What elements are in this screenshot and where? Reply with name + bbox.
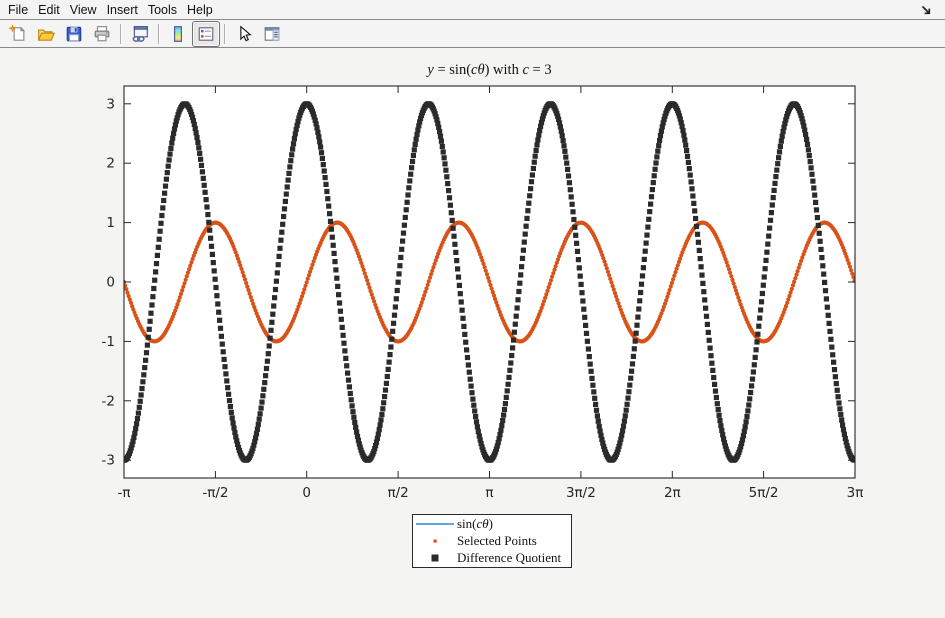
legend-label: Difference Quotient <box>457 550 562 566</box>
legend-line-marker <box>413 519 457 529</box>
svg-text:π: π <box>485 485 493 501</box>
svg-text:5π/2: 5π/2 <box>749 485 779 501</box>
legend-label: Selected Points <box>457 532 537 548</box>
menu-item-file[interactable]: File <box>8 2 29 17</box>
show-plot-tools-button[interactable] <box>258 21 286 47</box>
legend-label: sin(cθ) <box>457 515 493 531</box>
svg-text:-π/2: -π/2 <box>202 485 228 501</box>
menu-bar: File Edit View Insert Tools Help <box>0 0 945 20</box>
insert-legend-button[interactable] <box>192 20 220 47</box>
svg-text:-3: -3 <box>102 453 115 469</box>
menu-items: File Edit View Insert Tools Help <box>3 1 218 19</box>
dock-figure-arrow-icon <box>921 5 931 15</box>
svg-text:2π: 2π <box>664 485 681 501</box>
save-figure-icon <box>66 26 82 41</box>
legend-entry: sin(cθ) <box>413 515 571 532</box>
menu-item-edit[interactable]: Edit <box>38 2 60 17</box>
edit-plot-icon <box>240 24 252 41</box>
link-plot-button[interactable] <box>126 21 154 47</box>
svg-text:3π: 3π <box>847 485 864 501</box>
legend[interactable]: sin(cθ) Selected Points Difference Quotien… <box>412 514 572 568</box>
plot-axes: -π -π/2 0 π/2 π 3π/2 2π 5π/2 3π -3 -2 -1 0 1 2 3 <box>102 85 864 501</box>
insert-legend-icon <box>198 26 214 41</box>
legend-entry: Difference Quotient <box>413 550 571 567</box>
svg-text:-π: -π <box>118 485 131 501</box>
new-figure-icon <box>9 24 26 41</box>
svg-text:2: 2 <box>106 156 115 172</box>
menu-item-insert[interactable]: Insert <box>106 2 138 17</box>
menu-item-help[interactable]: Help <box>187 2 213 17</box>
svg-text:-2: -2 <box>102 393 115 409</box>
print-figure-button[interactable] <box>88 21 116 47</box>
toolbar <box>0 20 945 48</box>
svg-text:0: 0 <box>106 275 115 291</box>
edit-plot-button[interactable] <box>230 21 258 47</box>
svg-text:π/2: π/2 <box>387 485 408 501</box>
svg-text:1: 1 <box>106 215 115 231</box>
menu-item-tools[interactable]: Tools <box>147 2 178 17</box>
figure-canvas: -π -π/2 0 π/2 π 3π/2 2π 5π/2 3π -3 -2 -1 0 1 2 3 y = si… <box>0 48 945 618</box>
plot-title: y = sin(cθ) with c = 3 <box>427 62 552 78</box>
insert-colorbar-icon <box>174 25 182 42</box>
new-figure-button[interactable] <box>4 21 32 47</box>
show-plot-tools-icon <box>264 26 280 41</box>
link-plot-icon <box>132 25 148 42</box>
svg-text:-1: -1 <box>102 334 115 350</box>
svg-text:3π/2: 3π/2 <box>566 485 596 501</box>
legend-dot-marker <box>413 536 457 546</box>
toolbar-separator <box>120 23 122 44</box>
legend-entry: Selected Points <box>413 532 571 549</box>
legend-square-marker <box>413 553 457 563</box>
toolbar-separator <box>158 23 160 44</box>
dock-figure-button[interactable] <box>919 3 933 17</box>
print-figure-icon <box>94 25 110 41</box>
toolbar-separator <box>224 23 226 44</box>
open-file-button[interactable] <box>32 21 60 47</box>
open-file-icon <box>37 29 55 41</box>
svg-text:3: 3 <box>106 96 115 112</box>
save-figure-button[interactable] <box>60 21 88 47</box>
insert-colorbar-button[interactable] <box>164 21 192 47</box>
menu-item-view[interactable]: View <box>69 2 97 17</box>
svg-text:0: 0 <box>302 485 311 501</box>
